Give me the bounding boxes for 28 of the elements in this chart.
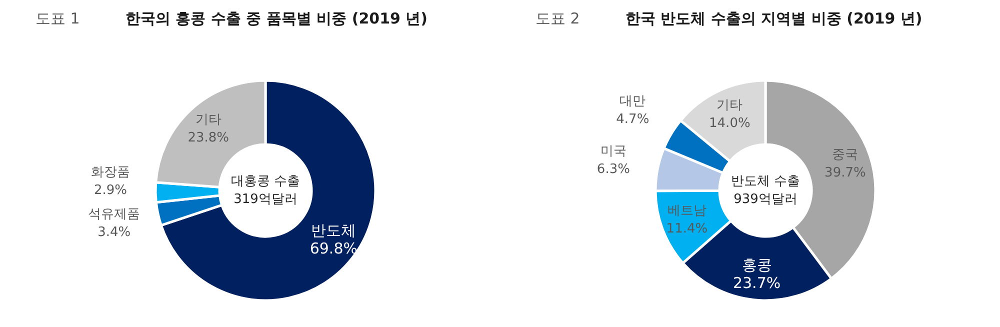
data-label: 4.7%: [616, 112, 650, 128]
text: 대홍콩 수출: [230, 174, 300, 189]
data-label: 3.4%: [98, 225, 131, 240]
slice-label: 기타: [716, 98, 743, 114]
data-label: 39.7%: [824, 165, 866, 180]
text: 939억달러: [734, 192, 798, 207]
chart-title: 한국 반도체 수출의 지역별 비중 (2019 년): [626, 10, 922, 28]
slice-label: 홍콩: [742, 256, 772, 274]
chart-subtitle: 도표 2: [536, 10, 580, 28]
text: 319억달러: [234, 192, 298, 207]
data-label: 14.0%: [709, 116, 750, 132]
chart-title: 한국의 홍콩 수출 중 품목별 비중 (2019 년): [126, 10, 428, 28]
slice-label: 기타: [195, 112, 222, 128]
data-label: 23.7%: [732, 274, 781, 292]
slice-label: 화장품: [91, 165, 130, 180]
chart-subtitle: 도표 1: [36, 10, 80, 28]
text: 반도체 수출: [730, 174, 800, 189]
data-label: 11.4%: [666, 222, 708, 237]
data-label: 23.8%: [188, 130, 229, 146]
slice-label: 베트남: [667, 204, 706, 219]
slice-label: 석유제품: [88, 207, 140, 222]
data-label: 69.8%: [310, 240, 358, 258]
slice-label: 중국: [832, 147, 858, 162]
slice-label: 미국: [600, 144, 626, 159]
data-label: 2.9%: [94, 183, 128, 198]
slice-label: 대만: [620, 94, 646, 110]
slice-label: 반도체: [311, 222, 356, 240]
data-label: 6.3%: [596, 162, 630, 177]
